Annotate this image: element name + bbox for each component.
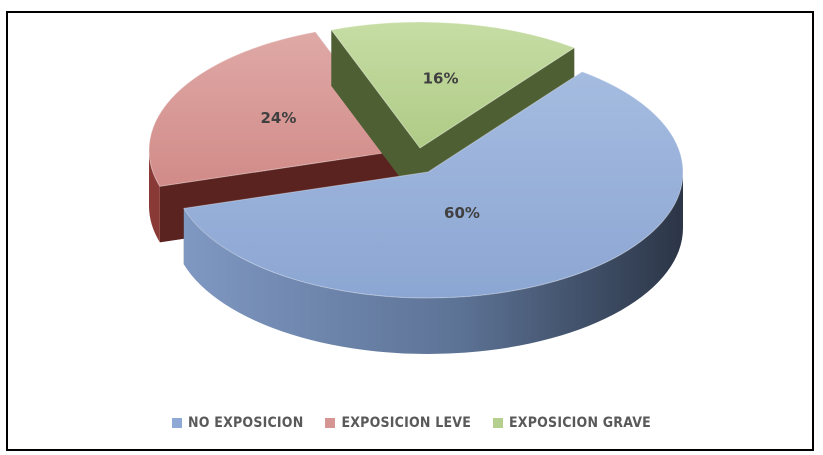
slice-side-exposicion-leve (149, 150, 160, 243)
chart-legend: NO EXPOSICION EXPOSICION LEVE EXPOSICION… (0, 408, 823, 438)
slice-no-exposicion (183, 71, 684, 355)
legend-label-no-exposicion: NO EXPOSICION (188, 415, 304, 431)
legend-item-exposicion-grave: EXPOSICION GRAVE (493, 415, 651, 431)
data-label-exposicion-leve: 24% (260, 109, 296, 127)
legend-item-no-exposicion: NO EXPOSICION (172, 415, 303, 431)
data-label-exposicion-grave: 16% (423, 69, 459, 87)
legend-swatch-exposicion-grave (493, 418, 503, 428)
slice-wall-exposicion-grave (331, 29, 420, 204)
legend-label-exposicion-leve: EXPOSICION LEVE (341, 415, 471, 431)
legend-label-exposicion-grave: EXPOSICION GRAVE (509, 415, 651, 431)
slice-top-exposicion-grave (330, 21, 576, 149)
legend-swatch-no-exposicion (172, 418, 183, 428)
slice-top-no-exposicion (183, 71, 684, 299)
data-label-no-exposicion: 60% (444, 204, 480, 222)
legend-item-exposicion-leve: EXPOSICION LEVE (325, 415, 471, 431)
slice-side-no-exposicion (183, 172, 684, 355)
legend-swatch-exposicion-leve (325, 418, 336, 428)
